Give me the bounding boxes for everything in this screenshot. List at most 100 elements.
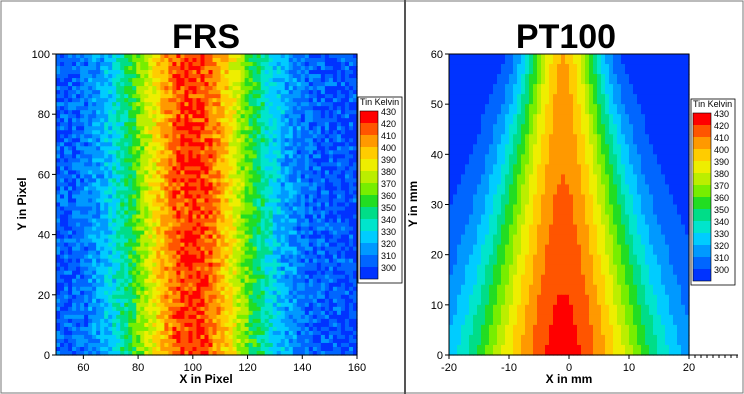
heatmap-cell — [332, 218, 338, 224]
heatmap-cell — [288, 250, 294, 256]
heatmap-cell — [188, 98, 194, 103]
heatmap-cell — [140, 86, 145, 91]
heatmap-cell — [332, 126, 338, 131]
heatmap-cell — [196, 114, 202, 119]
heatmap-cell — [136, 158, 141, 163]
heatmap-cell — [340, 114, 346, 119]
heatmap-cell — [132, 158, 137, 163]
heatmap-cell — [100, 158, 105, 163]
heatmap-cell — [160, 278, 165, 284]
heatmap-cell — [160, 222, 165, 228]
heatmap-cell — [312, 174, 318, 180]
heatmap-cell — [88, 314, 93, 320]
heatmap-cell — [228, 186, 234, 192]
heatmap-cell — [336, 150, 342, 155]
heatmap-cell — [300, 138, 306, 143]
heatmap-cell — [156, 286, 161, 292]
heatmap-cell — [284, 106, 290, 111]
heatmap-cell — [220, 150, 226, 155]
heatmap-cell — [188, 286, 194, 292]
heatmap-cell — [152, 142, 157, 147]
heatmap-cell — [204, 110, 210, 115]
heatmap-cell — [132, 146, 137, 151]
heatmap-cell — [180, 222, 186, 228]
heatmap-cell — [228, 310, 234, 316]
heatmap-cell — [292, 314, 298, 320]
heatmap-cell — [136, 250, 141, 256]
heatmap-cell — [244, 138, 250, 143]
heatmap-cell — [232, 242, 238, 248]
heatmap-cell — [232, 214, 238, 220]
heatmap-cell — [100, 122, 105, 127]
heatmap-cell — [324, 150, 330, 155]
heatmap-cell — [300, 122, 306, 127]
heatmap-cell — [64, 90, 69, 95]
heatmap-cell — [264, 142, 270, 147]
heatmap-cell — [252, 218, 258, 224]
heatmap-cell — [148, 194, 153, 200]
heatmap-cell — [184, 166, 190, 171]
heatmap-cell — [256, 106, 262, 111]
heatmap-cell — [120, 194, 125, 200]
heatmap-cell — [308, 70, 314, 75]
heatmap-cell — [144, 270, 149, 276]
heatmap-cell — [300, 70, 306, 75]
heatmap-cell — [276, 254, 282, 260]
heatmap-cell — [288, 134, 294, 139]
heatmap-cell — [68, 98, 73, 103]
heatmap-cell — [244, 162, 250, 167]
heatmap-cell — [260, 170, 266, 175]
heatmap-cell — [100, 198, 105, 204]
heatmap-cell — [208, 186, 214, 192]
heatmap-cell — [176, 98, 182, 103]
heatmap-cell — [224, 134, 230, 139]
heatmap-cell — [264, 190, 270, 196]
heatmap-cell — [200, 226, 206, 232]
heatmap-cell — [132, 194, 137, 200]
heatmap-cell — [128, 226, 133, 232]
heatmap-cell — [100, 182, 105, 188]
heatmap-cell — [276, 66, 282, 71]
heatmap-cell — [180, 154, 186, 159]
heatmap-cell — [212, 142, 218, 147]
heatmap-cell — [128, 74, 133, 79]
heatmap-cell — [280, 130, 286, 135]
heatmap-cell — [124, 230, 129, 236]
heatmap-cell — [248, 66, 254, 71]
heatmap-cell — [344, 74, 350, 79]
heatmap-cell — [324, 158, 330, 163]
heatmap-cell — [80, 298, 85, 304]
heatmap-cell — [72, 58, 77, 63]
heatmap-cell — [152, 166, 157, 171]
heatmap-cell — [168, 286, 173, 292]
heatmap-cell — [116, 274, 121, 280]
heatmap-cell — [232, 110, 238, 115]
heatmap-cell — [144, 166, 149, 171]
heatmap-cell — [176, 302, 182, 308]
heatmap-cell — [240, 78, 246, 83]
heatmap-cell — [176, 130, 182, 135]
heatmap-cell — [256, 146, 262, 151]
heatmap-cell — [212, 110, 218, 115]
heatmap-cell — [76, 70, 81, 75]
heatmap-cell — [224, 194, 230, 200]
heatmap-cell — [304, 170, 310, 175]
heatmap-cell — [292, 302, 298, 308]
heatmap-cell — [96, 54, 101, 59]
heatmap-cell — [332, 62, 338, 67]
heatmap-cell — [76, 66, 81, 71]
heatmap-cell — [240, 66, 246, 71]
heatmap-cell — [284, 146, 290, 151]
heatmap-cell — [88, 118, 93, 123]
heatmap-cell — [244, 270, 250, 276]
heatmap-cell — [104, 74, 109, 79]
heatmap-cell — [84, 198, 89, 204]
heatmap-cell — [156, 302, 161, 308]
heatmap-cell — [152, 186, 157, 192]
heatmap-cell — [88, 242, 93, 248]
heatmap-cell — [184, 150, 190, 155]
heatmap-cell — [224, 202, 230, 208]
heatmap-cell — [280, 146, 286, 151]
heatmap-cell — [284, 58, 290, 63]
heatmap-cell — [288, 306, 294, 312]
